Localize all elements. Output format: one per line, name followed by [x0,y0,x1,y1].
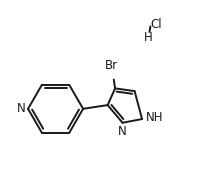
Text: N: N [118,125,127,138]
Text: N: N [17,102,26,115]
Text: H: H [144,31,153,44]
Text: NH: NH [146,111,164,124]
Text: Br: Br [105,59,118,72]
Text: Cl: Cl [150,18,162,31]
